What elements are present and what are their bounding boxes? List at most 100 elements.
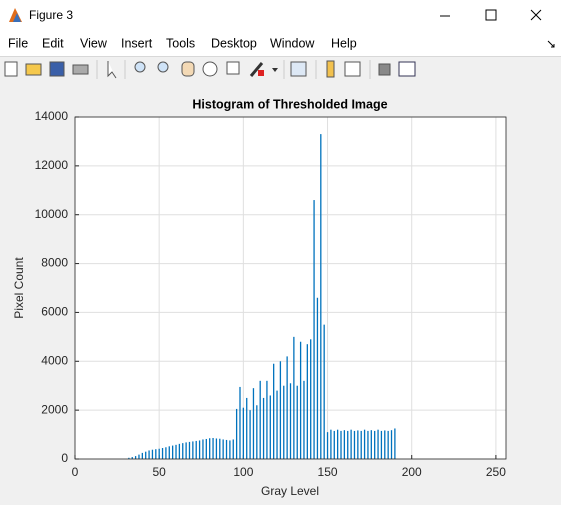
dock-arrow[interactable]: [547, 40, 555, 48]
rotate-icon[interactable]: [202, 61, 218, 77]
bar: [306, 344, 308, 459]
toolbar: [4, 60, 416, 79]
bar: [185, 442, 187, 459]
bar: [145, 451, 147, 459]
bar: [128, 457, 130, 459]
menu-item[interactable]: Window: [270, 36, 315, 50]
bar: [293, 336, 295, 459]
bar: [357, 430, 359, 459]
menu-item[interactable]: File: [8, 36, 28, 50]
bar: [192, 441, 194, 459]
maximize-button[interactable]: [485, 9, 497, 21]
bar: [222, 439, 224, 459]
bar: [161, 448, 164, 459]
bar: [225, 439, 228, 459]
bar: [246, 397, 248, 459]
bar: [390, 430, 393, 459]
bar: [229, 440, 231, 459]
close-button[interactable]: [530, 9, 542, 21]
menu-item[interactable]: View: [80, 36, 108, 50]
bar: [296, 385, 298, 459]
bar: [347, 430, 349, 459]
bar: [316, 297, 319, 459]
bar: [188, 441, 191, 459]
x-axis-label: Gray Level: [261, 484, 319, 498]
bar: [168, 446, 170, 459]
bar: [299, 341, 302, 459]
bar: [158, 448, 160, 459]
legend-icon[interactable]: [344, 61, 361, 77]
hide-tools-icon[interactable]: [378, 63, 391, 76]
bar: [209, 438, 211, 459]
y-tick-label: 6000: [41, 305, 68, 319]
bar: [276, 390, 278, 459]
bar: [165, 447, 167, 459]
window-title: Figure 3: [29, 8, 73, 22]
link-icon[interactable]: [290, 61, 307, 77]
bar: [350, 429, 352, 459]
datatip-icon[interactable]: [226, 61, 240, 75]
bar: [289, 383, 292, 459]
bar: [343, 430, 346, 459]
bar: [370, 430, 372, 459]
bar: [313, 200, 315, 460]
bar: [374, 430, 376, 459]
menu-item[interactable]: Desktop: [211, 36, 257, 50]
axes-box: [74, 116, 507, 460]
bar: [131, 457, 133, 459]
menu-item[interactable]: Insert: [121, 36, 153, 50]
menu-item[interactable]: Edit: [42, 36, 64, 50]
bar: [340, 430, 342, 459]
colorbar-icon[interactable]: [326, 60, 335, 78]
bar: [269, 395, 271, 459]
x-tick-label: 50: [153, 465, 167, 479]
bar: [380, 430, 383, 459]
bar: [219, 438, 221, 459]
x-tick-label: 200: [402, 465, 422, 479]
open-icon[interactable]: [25, 63, 42, 76]
y-axis-label: Pixel Count: [12, 257, 26, 319]
pan-icon[interactable]: [181, 61, 195, 77]
x-tick-label: 250: [486, 465, 506, 479]
bar: [310, 339, 312, 459]
bar: [286, 356, 288, 459]
bar: [320, 134, 322, 459]
bar: [155, 449, 157, 459]
bar: [212, 437, 214, 459]
bar: [151, 449, 154, 459]
save-icon[interactable]: [49, 61, 65, 77]
pointer-icon[interactable]: [107, 61, 117, 79]
bar: [242, 407, 245, 459]
bar: [134, 456, 137, 459]
bar: [178, 443, 181, 459]
new-icon[interactable]: [4, 61, 18, 77]
bar: [262, 397, 265, 459]
bar: [353, 430, 356, 459]
bar: [336, 429, 339, 459]
bar: [171, 445, 174, 459]
zoom-out-icon[interactable]: [157, 61, 169, 73]
bar: [333, 430, 335, 459]
bar: [360, 430, 362, 459]
x-tick-label: 100: [233, 465, 253, 479]
y-tick-label: 4000: [41, 353, 68, 367]
bar: [215, 438, 218, 459]
bar: [249, 410, 251, 459]
menu-item[interactable]: Tools: [166, 36, 195, 50]
brush-icon[interactable]: [249, 62, 264, 77]
bar: [330, 429, 332, 459]
bar: [387, 430, 389, 459]
bar: [363, 429, 366, 459]
bar: [377, 429, 379, 459]
bar: [266, 380, 268, 459]
bar: [367, 430, 369, 459]
bar: [326, 432, 329, 459]
print-icon[interactable]: [72, 64, 89, 75]
y-tick-label: 14000: [35, 109, 69, 123]
menu-item[interactable]: Help: [331, 36, 357, 50]
show-tools-icon[interactable]: [398, 61, 416, 77]
y-tick-label: 12000: [35, 158, 69, 172]
zoom-in-icon[interactable]: [134, 61, 146, 73]
